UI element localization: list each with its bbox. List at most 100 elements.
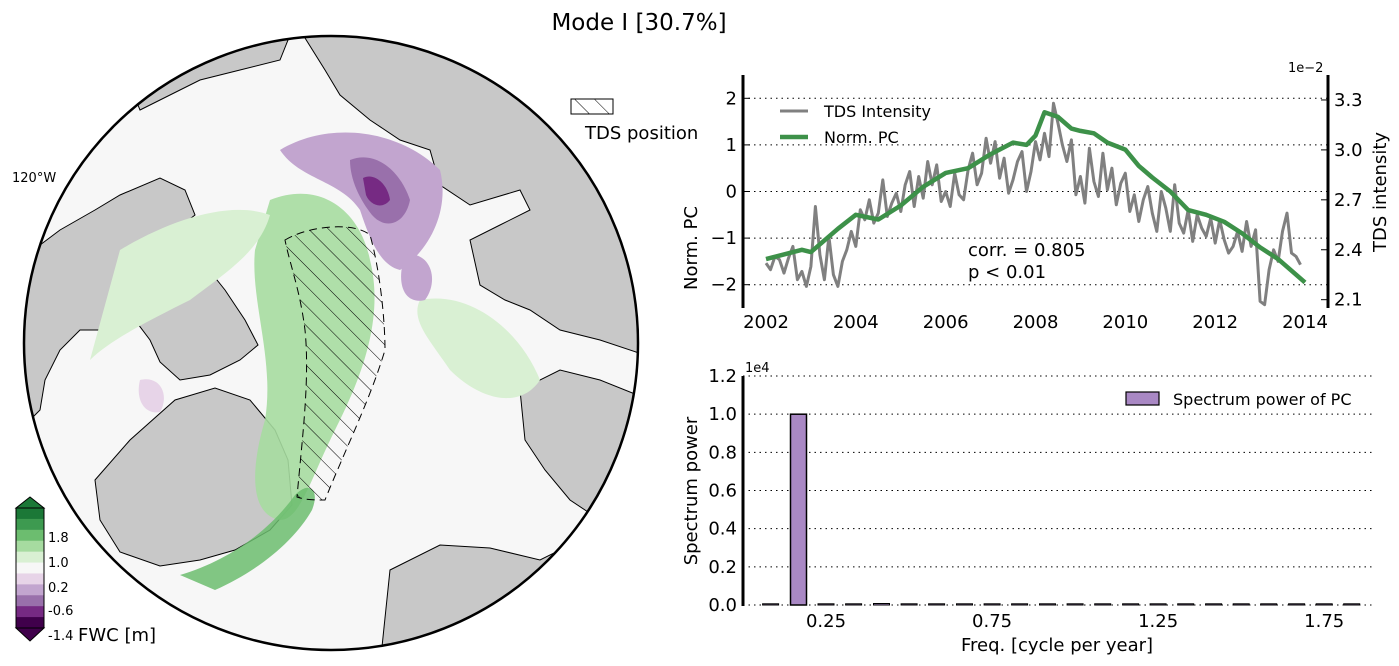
spectrum-bar: [817, 603, 835, 606]
y-right-tick-label: 3.0: [1334, 140, 1363, 161]
fwc-positive-west: [90, 209, 270, 360]
y-tick-label: 2: [726, 88, 737, 109]
colorbar-block: [16, 584, 44, 596]
figure-title: Mode I [30.7%]: [551, 10, 726, 36]
ts-ylabel: Norm. PC: [681, 206, 702, 290]
colorbar-tick-1: 1.8: [48, 531, 69, 546]
colorbar-tick-3: 0.2: [48, 581, 69, 596]
spectrum-bar: [956, 603, 973, 606]
x-tick-label: 2012: [1192, 312, 1238, 333]
longitude-label: 120°W: [12, 171, 56, 186]
colorbar-label: FWC [m]: [78, 625, 156, 646]
legend-pc-label: Norm. PC: [824, 128, 899, 147]
colorbar-block: [16, 595, 44, 607]
y-right-tick-label: 2.7: [1334, 190, 1363, 211]
tds-region: [284, 226, 386, 501]
x-tick-label: 2006: [923, 312, 969, 333]
spectrum-y-tick-label: 0.2: [708, 557, 737, 578]
spectrum-y-tick-label: 0.4: [708, 519, 737, 540]
pvalue-annotation: p < 0.01: [968, 262, 1046, 283]
x-tick-label: 2014: [1282, 312, 1328, 333]
spectrum-bar: [1039, 603, 1056, 606]
spectrum-x-tick-label: 0.75: [972, 611, 1012, 632]
spectrum-bar: [1288, 603, 1306, 606]
spectrum-legend-swatch: [1125, 391, 1160, 406]
spectrum-bar: [1343, 603, 1361, 606]
spectrum-bar: [1315, 603, 1333, 606]
y-right-tick-label: 2.1: [1334, 290, 1363, 311]
spectrum-legend-label: Spectrum power of PC: [1173, 390, 1351, 409]
colorbar-block: [16, 518, 44, 531]
colorbar-tick-4: -0.6: [48, 604, 73, 619]
y-tick-label: 0: [726, 182, 737, 203]
spectrum-bar: [983, 603, 1001, 606]
spectrum-x-tick-label: 1.75: [1304, 611, 1344, 632]
x-tick-label: 2004: [833, 312, 879, 333]
colorbar-block: [16, 551, 44, 564]
x-tick-label: 2010: [1102, 312, 1148, 333]
fwc-positive-east: [417, 298, 540, 399]
y-tick-label: 1: [726, 135, 737, 156]
y-right-tick-label: 2.4: [1334, 240, 1363, 261]
spectrum-x-tick-label: 0.25: [806, 611, 846, 632]
spectrum-y-tick-label: 0.8: [708, 442, 737, 463]
fwc-negative-east: [401, 254, 433, 301]
x-tick-label: 2008: [1013, 312, 1059, 333]
land-europe: [379, 539, 638, 650]
spectrum-xlabel: Freq. [cycle per year]: [961, 635, 1153, 656]
spectrum-multiplier: 1e4: [745, 361, 770, 376]
spectrum-ylabel: Spectrum power: [681, 416, 702, 565]
colorbar: 1.8 1.0 0.2 -0.6 -1.4 FWC [m]: [14, 496, 156, 646]
fwc-negative-west: [138, 379, 164, 413]
colorbar-tick-2: 1.0: [48, 556, 69, 571]
spectrum-y-tick-label: 1.0: [708, 404, 737, 425]
colorbar-block: [16, 606, 44, 618]
fwc-negative-beaufort: [280, 132, 443, 270]
spectrum-panel: 0.0 0.2 0.4 0.6 0.8 1.0 1.2 0.25 0.75 1.25 1.75 1e…: [681, 361, 1374, 656]
colorbar-block: [16, 617, 44, 629]
colorbar-top-cap: [14, 496, 46, 509]
spectrum-bar: [1066, 603, 1084, 606]
fwc-positive-greenland-coast: [180, 487, 315, 590]
y-tick-label: −2: [710, 275, 737, 296]
series-norm-pc: [765, 110, 1307, 285]
spectrum-bar: [1205, 603, 1223, 606]
y-tick-label: −1: [710, 228, 737, 249]
fwc-negative-peak: [363, 176, 390, 206]
spectrum-bar: [1260, 603, 1278, 606]
colorbar-block: [16, 508, 44, 520]
colorbar-block: [16, 529, 44, 542]
spectrum-bar: [1011, 603, 1029, 606]
tds-legend-label: TDS position: [584, 123, 698, 144]
tds-legend-swatch: [570, 98, 614, 115]
legend-tds-label: TDS Intensity: [823, 102, 931, 121]
y-right-tick-label: 3.3: [1334, 90, 1363, 111]
spectrum-bar: [1177, 603, 1195, 606]
colorbar-block: [16, 562, 44, 574]
colorbar-bottom-cap: [14, 627, 46, 642]
spectrum-bar: [789, 413, 808, 606]
right-axis-multiplier: 1e−2: [1288, 61, 1323, 76]
corr-annotation: corr. = 0.805: [968, 240, 1086, 261]
spectrum-bar: [1122, 603, 1140, 606]
spectrum-bar: [845, 603, 863, 606]
spectrum-bar: [873, 603, 890, 606]
spectrum-x-tick-label: 1.25: [1138, 611, 1178, 632]
colorbar-block: [16, 540, 44, 553]
colorbar-outline: [15, 507, 45, 629]
spectrum-y-tick-label: 0.0: [708, 595, 737, 616]
spectrum-bar: [1232, 603, 1250, 606]
ts-ylabel-right: TDS intensity: [1370, 132, 1391, 253]
colorbar-tick-5: -1.4: [48, 629, 73, 644]
spectrum-bar: [1149, 603, 1167, 606]
spectrum-y-tick-label: 1.2: [708, 366, 737, 387]
colorbar-block: [16, 573, 44, 585]
spectrum-bar: [928, 603, 946, 606]
x-tick-label: 2002: [743, 312, 789, 333]
spectrum-y-tick-label: 0.6: [708, 481, 737, 502]
timeseries-panel: 2 1 0 −1 −2 3.3 3.0 2.7 2.4 2.1 2002 2004 2006 2008 20…: [681, 61, 1391, 333]
series-tds-intensity: [764, 101, 1302, 307]
spectrum-bar: [1094, 603, 1112, 606]
polar-map: 120°W TDS position 1.8 1.0 0.2 -0.6 -1.4…: [12, 34, 698, 652]
